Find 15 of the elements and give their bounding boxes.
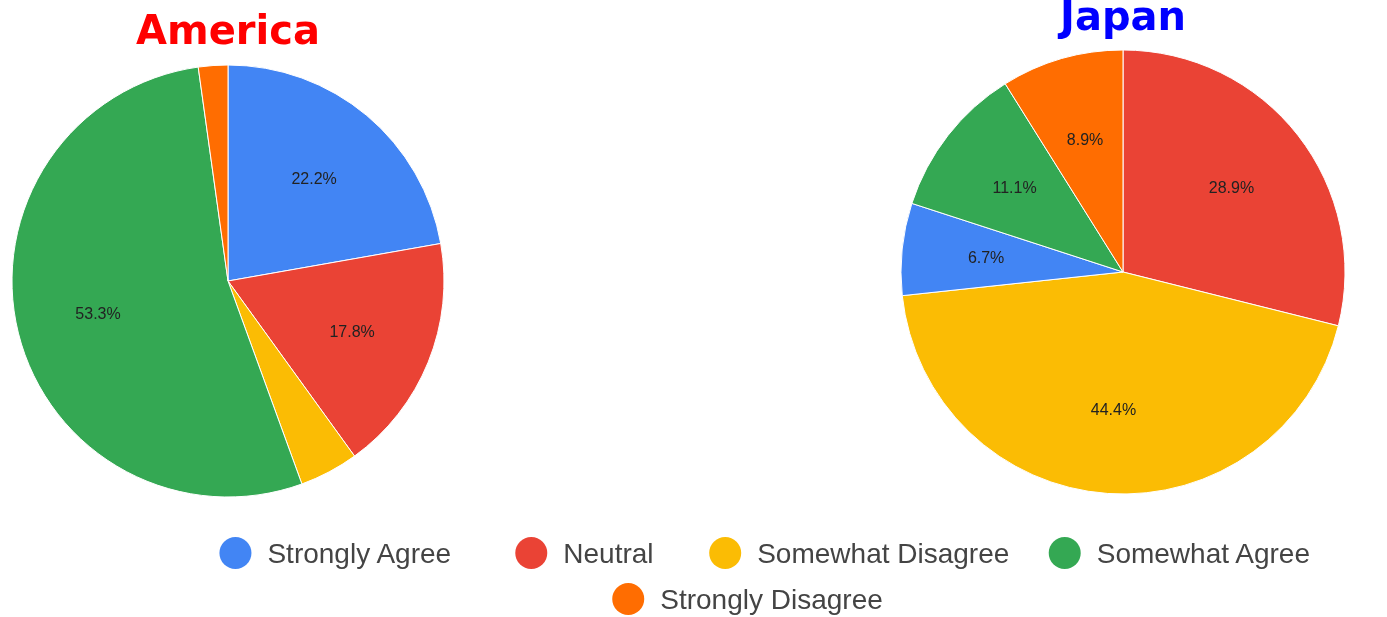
legend-label: Somewhat Disagree: [757, 537, 1010, 569]
legend-label: Neutral: [563, 537, 654, 569]
legend-label: Strongly Agree: [267, 537, 452, 569]
legend-label: Strongly Disagree: [660, 583, 883, 615]
data-label: 28.9%: [1208, 178, 1255, 196]
chart-title: America: [136, 7, 320, 53]
legend-label: Somewhat Agree: [1096, 537, 1310, 569]
data-label: 53.3%: [75, 304, 121, 322]
data-label: 11.1%: [992, 178, 1037, 196]
data-label: 44.4%: [1090, 400, 1137, 418]
data-label: 17.8%: [329, 322, 375, 340]
chart-title: Japan: [1057, 0, 1186, 39]
data-label: 8.9%: [1066, 131, 1104, 149]
data-label: 6.7%: [967, 249, 1005, 267]
data-label: 22.2%: [291, 170, 337, 188]
